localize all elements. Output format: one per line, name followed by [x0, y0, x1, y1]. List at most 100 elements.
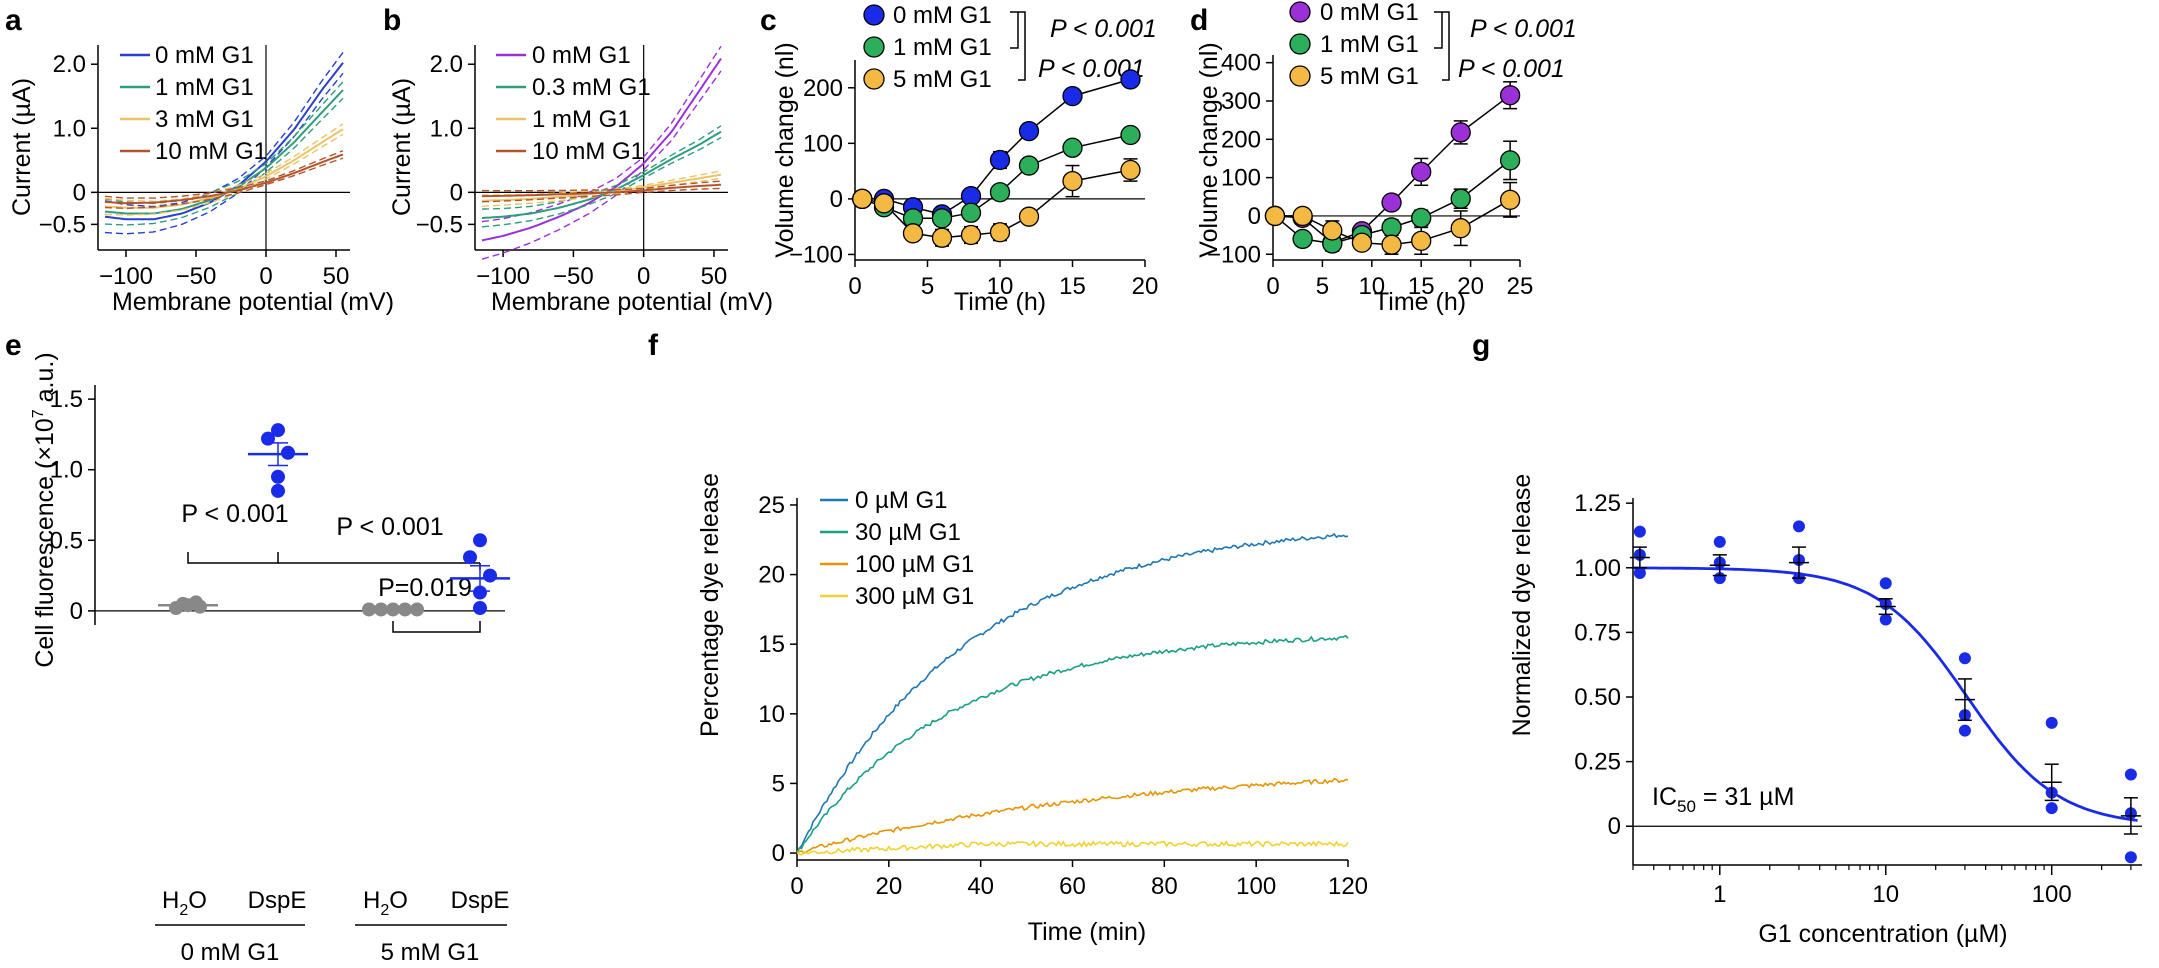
panel-e: e Cell fluorescence (×107 a.u.) H2O DspE…: [5, 329, 510, 966]
category-label-h2o: H2O: [162, 887, 207, 919]
y-tick-label: 1.25: [1574, 490, 1621, 517]
y-tick-label: 0: [1608, 813, 1621, 840]
confidence-band: [481, 125, 722, 210]
panel-f: f Percentage dye release Time (min) 0 µM…: [648, 329, 1368, 946]
confidence-band: [481, 70, 722, 260]
panel-f-ylabel: Percentage dye release: [696, 473, 724, 737]
data-point: [1713, 535, 1726, 548]
panel-letter-g: g: [1472, 329, 1490, 362]
y-tick-label: 20: [758, 562, 785, 589]
x-tick-label: 50: [323, 263, 350, 290]
x-tick-label: 1: [1713, 881, 1726, 908]
panel-c-xlabel: Time (h): [954, 288, 1046, 316]
panel-b-ylabel: Current (µA): [388, 78, 416, 216]
x-tick-label: 0: [637, 263, 650, 290]
data-point: [1018, 120, 1040, 142]
x-tick-label: 100: [1236, 873, 1276, 900]
y-tick-label: 100: [803, 130, 843, 157]
confidence-band: [104, 123, 344, 203]
legend-label: 0 mM G1: [893, 2, 992, 29]
data-point: [271, 469, 285, 484]
data-point: [1499, 150, 1521, 171]
data-point: [473, 533, 487, 548]
data-point: [1958, 724, 1971, 737]
data-point: [1292, 228, 1313, 250]
legend-label: 10 mM G1: [155, 138, 267, 165]
data-point: [1450, 122, 1471, 143]
y-tick-label: 100: [1221, 165, 1261, 192]
panel-a-ylabel: Current (µA): [8, 78, 36, 216]
legend-label: 100 µM G1: [855, 551, 974, 578]
x-tick-label: −50: [176, 263, 217, 290]
data-point: [1381, 192, 1402, 213]
data-point: [931, 227, 953, 248]
series-line: [481, 183, 722, 198]
y-tick-label: 200: [1221, 126, 1261, 153]
data-point: [1062, 137, 1083, 158]
panel-letter-c: c: [760, 4, 777, 37]
y-tick-label: 1.5: [50, 386, 83, 413]
confidence-band: [104, 72, 344, 235]
x-tick-label: 20: [1132, 273, 1159, 300]
y-tick-label: 0: [70, 598, 83, 625]
panel-c-ylabel: Volume change (nl): [771, 42, 799, 257]
legend-label: 300 µM G1: [855, 583, 974, 610]
x-tick-label: 120: [1328, 873, 1368, 900]
panel-d-legend: 0 mM G1 1 mM G1 5 mM G1: [1320, 0, 1419, 90]
data-point: [1062, 170, 1083, 192]
p-value-annotation: P < 0.001: [336, 513, 443, 541]
data-point: [473, 601, 487, 616]
legend-label: 0.3 mM G1: [532, 74, 651, 101]
y-tick-label: 1.0: [430, 115, 463, 142]
data-point: [281, 445, 295, 460]
panel-e-ylabel: Cell fluorescence (×107 a.u.): [30, 352, 59, 667]
significance-bracket: [392, 621, 481, 633]
panel-letter-a: a: [5, 4, 22, 37]
p-value-annotation: P < 0.001: [1470, 15, 1577, 43]
y-tick-label: 0: [830, 186, 843, 213]
series-line: [104, 153, 344, 205]
panel-letter-f: f: [648, 329, 659, 362]
panel-c-legend: 0 mM G1 1 mM G1 5 mM G1: [893, 2, 992, 93]
y-tick-label: 10: [758, 701, 785, 728]
data-point: [1411, 230, 1432, 251]
legend-label: 1 mM G1: [532, 106, 631, 133]
data-point: [1381, 234, 1402, 255]
legend-swatch: [1289, 33, 1311, 55]
data-point: [1792, 520, 1805, 533]
significance-bracket: [187, 552, 279, 564]
series-line: [796, 840, 1349, 857]
legend-label: 1 mM G1: [1320, 31, 1419, 58]
x-tick-label: 0: [790, 873, 803, 900]
x-tick-label: 20: [875, 873, 902, 900]
panel-g-xlabel: G1 concentration (µM): [1758, 920, 2007, 948]
data-point: [2045, 716, 2058, 729]
data-point: [1499, 189, 1521, 210]
svg-text:H2O: H2O: [363, 887, 408, 919]
x-tick-label: −50: [553, 263, 594, 290]
data-point: [989, 222, 1011, 243]
y-tick-label: 2.0: [430, 51, 463, 78]
confidence-band: [104, 97, 344, 226]
data-point: [989, 149, 1011, 171]
y-tick-label: 0.75: [1574, 619, 1621, 646]
data-point: [1879, 613, 1892, 626]
data-point: [1018, 206, 1040, 227]
y-tick-label: 1.00: [1574, 555, 1621, 582]
legend-label: 3 mM G1: [155, 106, 254, 133]
data-point: [2124, 851, 2137, 864]
series-line: [796, 634, 1349, 853]
panel-b-xlabel: Membrane potential (mV): [491, 288, 773, 316]
x-tick-label: −100: [476, 263, 530, 290]
panel-d: d Volume change (nl) Time (h) 0 mM G1 1 …: [1190, 0, 1577, 316]
data-point: [1120, 159, 1141, 181]
series-line: [796, 777, 1349, 855]
confidence-band: [481, 45, 722, 223]
panel-letter-e: e: [5, 329, 22, 362]
panel-g: g Normalized dye release G1 concentratio…: [1472, 329, 2142, 948]
y-tick-label: −100: [789, 241, 843, 268]
panel-f-legend: 0 µM G1 30 µM G1 100 µM G1 300 µM G1: [855, 487, 974, 610]
panel-b: b Current (µA) Membrane potential (mV) 0…: [383, 4, 773, 316]
x-tick-label: 50: [701, 263, 728, 290]
